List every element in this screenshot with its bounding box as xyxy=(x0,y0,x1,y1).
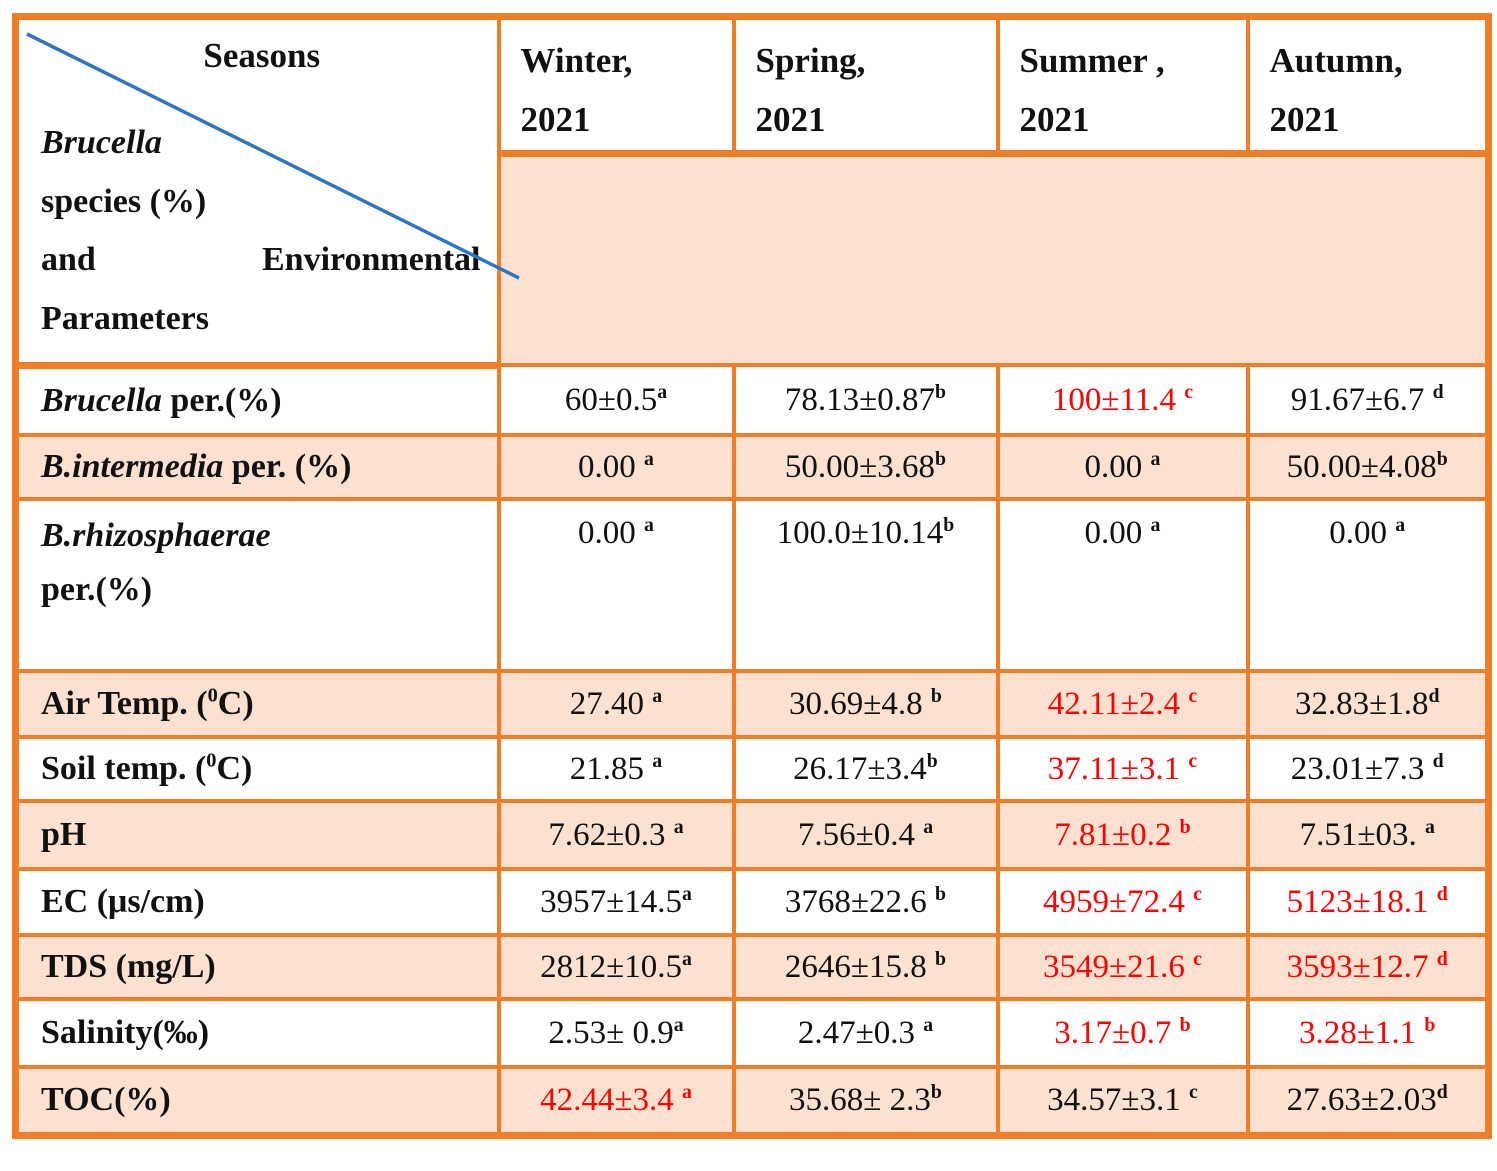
corner-header-cell: Seasons Brucella species (%) and Environ… xyxy=(13,14,520,369)
value-cell: 100±11.4 c xyxy=(995,363,1250,438)
table-row: Soil temp. (0C) 21.85 a 26.17±3.4b 37.11±3.… xyxy=(13,735,1491,804)
row-label: Brucella per.(%) xyxy=(13,363,501,438)
table-row: pH 7.62±0.3 a 7.56±0.4 a 7.81±0.2 b 7.51±03.… xyxy=(13,799,1491,872)
row-label: TDS (mg/L) xyxy=(13,933,501,1002)
value-cell: 7.81±0.2 b xyxy=(995,799,1250,872)
row-label: Air Temp. (0C) xyxy=(13,669,501,740)
header-row: Seasons Brucella species (%) and Environ… xyxy=(13,14,1491,369)
row-label: Salinity(‰) xyxy=(13,997,501,1070)
seasons-axis-label: Seasons xyxy=(203,36,321,75)
row-axis-label: Brucella species (%) and Environmental P… xyxy=(41,114,483,348)
table-row: TDS (mg/L) 2812±10.5a 2646±15.8 b 3549±21.6… xyxy=(13,933,1491,1002)
row-label: B.intermedia per. (%) xyxy=(13,433,501,502)
value-cell: 30.69±4.8 b xyxy=(731,669,1000,740)
environmental-word: Environmental xyxy=(261,241,481,279)
merged-band-cell xyxy=(496,151,1491,368)
value-cell: 32.83±1.8d xyxy=(1245,669,1491,740)
table-body: Brucella per.(%) 60±0.5a 78.13±0.87b 100±11… xyxy=(13,363,1491,1138)
value-cell: 3.17±0.7 b xyxy=(995,997,1250,1070)
value-cell: 2.53± 0.9a xyxy=(496,997,736,1070)
value-cell: 78.13±0.87b xyxy=(731,363,1000,438)
table-row: Brucella per.(%) 60±0.5a 78.13±0.87b 100±11… xyxy=(13,363,1491,438)
species-word: species (%) xyxy=(41,182,207,220)
value-cell: 2646±15.8 b xyxy=(731,933,1000,1002)
row-label: Soil temp. (0C) xyxy=(13,735,501,804)
value-cell: 91.67±6.7 d xyxy=(1245,363,1491,438)
row-label: EC (μs/cm) xyxy=(13,867,501,938)
value-cell: 26.17±3.4b xyxy=(731,735,1000,804)
value-cell: 2.47±0.3 a xyxy=(731,997,1000,1070)
value-cell: 7.56±0.4 a xyxy=(731,799,1000,872)
value-cell: 35.68± 2.3b xyxy=(731,1065,1000,1138)
value-cell: 0.00 a xyxy=(995,497,1250,674)
value-cell: 50.00±4.08b xyxy=(1245,433,1491,502)
value-cell: 7.51±03. a xyxy=(1245,799,1491,872)
row-label: B.rhizosphaerae per.(%) xyxy=(13,497,501,674)
seasons-environment-table: Seasons Brucella species (%) and Environ… xyxy=(12,13,1492,1139)
value-cell: 5123±18.1 d xyxy=(1245,867,1491,938)
value-cell: 0.00 a xyxy=(995,433,1250,502)
value-cell: 0.00 a xyxy=(496,433,736,502)
table-row: Air Temp. (0C) 27.40 a 30.69±4.8 b 42.11±2.… xyxy=(13,669,1491,740)
value-cell: 21.85 a xyxy=(496,735,736,804)
value-cell: 37.11±3.1 c xyxy=(995,735,1250,804)
season-header-spring: Spring, 2021 xyxy=(731,14,1000,157)
table-row: Salinity(‰) 2.53± 0.9a 2.47±0.3 a 3.17±0.7 … xyxy=(13,997,1491,1070)
row-label: pH xyxy=(13,799,501,872)
genus-word: Brucella xyxy=(41,124,162,162)
value-cell: 50.00±3.68b xyxy=(731,433,1000,502)
value-cell: 0.00 a xyxy=(1245,497,1491,674)
value-cell: 7.62±0.3 a xyxy=(496,799,736,872)
row-label: TOC(%) xyxy=(13,1065,501,1138)
value-cell: 3593±12.7 d xyxy=(1245,933,1491,1002)
table-row: B.intermedia per. (%) 0.00 a 50.00±3.68b 0.… xyxy=(13,433,1491,502)
value-cell: 3957±14.5a xyxy=(496,867,736,938)
value-cell: 2812±10.5a xyxy=(496,933,736,1002)
value-cell: 3549±21.6 c xyxy=(995,933,1250,1002)
value-cell: 42.11±2.4 c xyxy=(995,669,1250,740)
value-cell: 27.63±2.03d xyxy=(1245,1065,1491,1138)
season-header-summer: Summer , 2021 xyxy=(995,14,1250,157)
value-cell: 60±0.5a xyxy=(496,363,736,438)
value-cell: 3.28±1.1 b xyxy=(1245,997,1491,1070)
value-cell: 3768±22.6 b xyxy=(731,867,1000,938)
value-cell: 0.00 a xyxy=(496,497,736,674)
value-cell: 34.57±3.1 c xyxy=(995,1065,1250,1138)
table-row: EC (μs/cm) 3957±14.5a 3768±22.6 b 4959±72.4… xyxy=(13,867,1491,938)
and-environmental-line: and Environmental xyxy=(41,231,483,289)
parameters-word: Parameters xyxy=(41,299,210,337)
and-word: and xyxy=(41,241,96,279)
value-cell: 42.44±3.4 a xyxy=(496,1065,736,1138)
value-cell: 4959±72.4 c xyxy=(995,867,1250,938)
value-cell: 100.0±10.14b xyxy=(731,497,1000,674)
value-cell: 27.40 a xyxy=(496,669,736,740)
season-header-autumn: Autumn, 2021 xyxy=(1245,14,1491,157)
season-header-winter: Winter, 2021 xyxy=(496,14,736,157)
table-row: B.rhizosphaerae per.(%) 0.00 a 100.0±10.14b… xyxy=(13,497,1491,674)
value-cell: 23.01±7.3 d xyxy=(1245,735,1491,804)
